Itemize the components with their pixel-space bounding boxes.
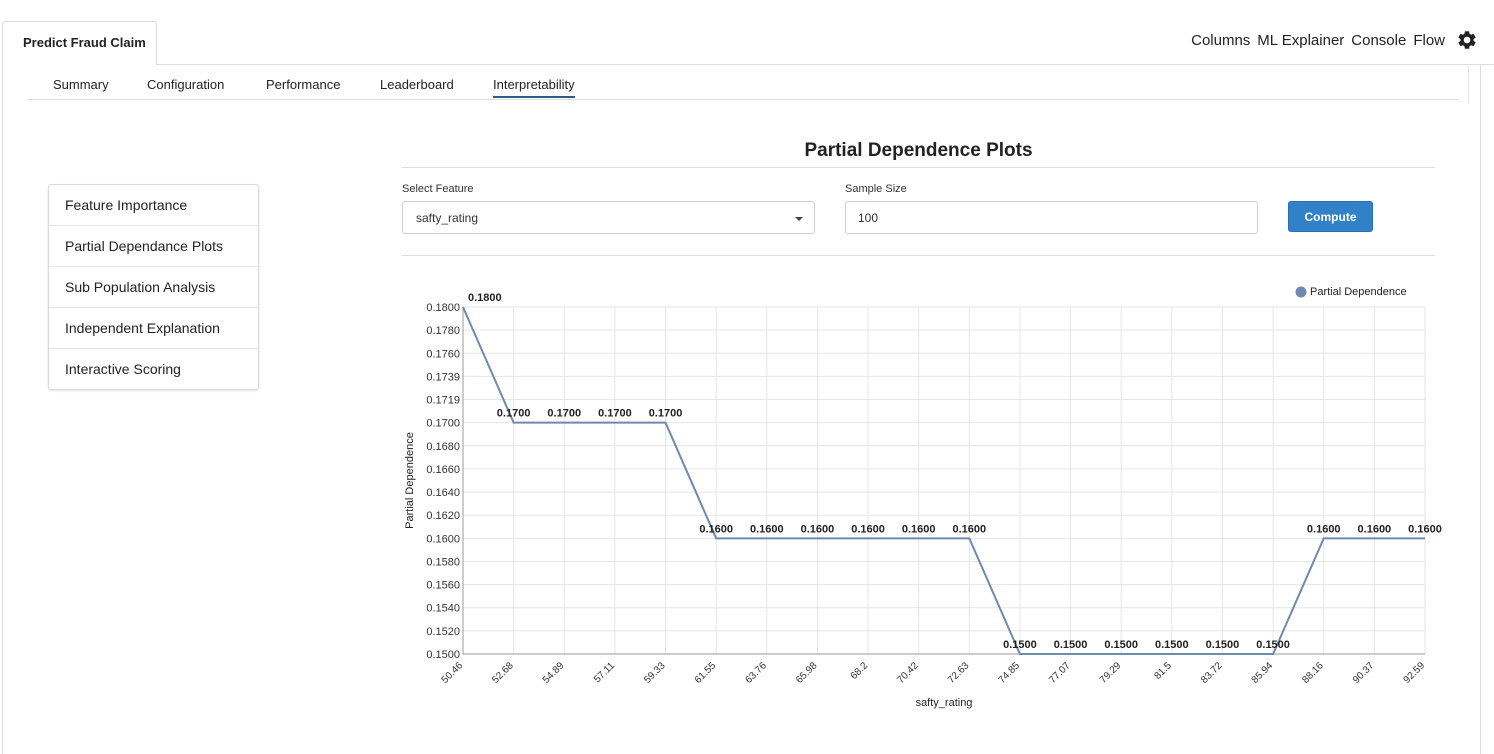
tab-interpretability[interactable]: Interpretability (493, 77, 575, 98)
feature-select-value: safty_rating (416, 211, 479, 225)
chevron-down-icon (795, 217, 803, 221)
x-tick-label: 77.07 (1047, 660, 1073, 686)
menu-item-interactive-scoring[interactable]: Interactive Scoring (65, 361, 181, 377)
sample-size-label: Sample Size (845, 183, 907, 195)
x-tick-label: 74.85 (997, 660, 1023, 686)
data-label: 0.1500 (1256, 639, 1290, 651)
series-line-partial-dependence (462, 306, 1425, 655)
y-tick-label: 0.1620 (426, 510, 460, 522)
data-label: 0.1500 (1206, 639, 1240, 651)
data-label: 0.1600 (851, 523, 885, 535)
x-tick-label: 68.2 (849, 660, 871, 682)
content-panel (2, 64, 1481, 754)
y-tick-label: 0.1640 (426, 487, 460, 499)
x-tick-label: 63.76 (743, 660, 769, 686)
x-tick-label: 57.11 (592, 660, 617, 685)
data-label: 0.1800 (468, 292, 502, 304)
scrollbar[interactable] (1468, 66, 1469, 104)
compute-button[interactable]: Compute (1288, 201, 1373, 232)
x-tick-label: 50.46 (440, 660, 466, 686)
tab-leaderboard[interactable]: Leaderboard (380, 77, 454, 92)
y-tick-label: 0.1520 (426, 626, 460, 638)
x-tick-label: 81.5 (1152, 660, 1174, 682)
x-tick-label: 65.98 (794, 660, 820, 686)
x-tick-label: 88.16 (1300, 660, 1326, 686)
x-axis-title: safty_rating (916, 697, 973, 709)
data-label: 0.1700 (547, 408, 581, 420)
data-label: 0.1600 (750, 523, 784, 535)
data-label: 0.1500 (1104, 639, 1138, 651)
console-link[interactable]: Console (1351, 31, 1407, 49)
tab-title: Predict Fraud Claim (23, 35, 146, 50)
y-axis-title: Partial Dependence (404, 432, 416, 529)
x-tick-label: 79.29 (1098, 660, 1124, 686)
x-tick-label: 90.37 (1351, 660, 1377, 686)
subtabs: Summary Configuration Performance Leader… (27, 66, 1458, 100)
interpretability-menu: Feature Importance Partial Dependance Pl… (48, 184, 259, 390)
menu-item-independent-explanation[interactable]: Independent Explanation (49, 308, 258, 349)
gear-icon[interactable] (1456, 29, 1478, 51)
x-tick-label: 54.89 (541, 660, 567, 686)
y-tick-label: 0.1680 (426, 441, 460, 453)
data-label: 0.1600 (1307, 523, 1341, 535)
y-tick-label: 0.1500 (426, 649, 460, 661)
menu-item-feature-importance[interactable]: Feature Importance (49, 185, 258, 226)
data-label: 0.1500 (1054, 639, 1088, 651)
tab-configuration[interactable]: Configuration (147, 77, 225, 92)
y-tick-label: 0.1540 (426, 603, 460, 615)
y-tick-label: 0.1580 (426, 556, 460, 568)
y-tick-label: 0.1600 (426, 533, 460, 545)
page-title: Partial Dependence Plots (804, 140, 1033, 161)
y-tick-label: 0.1560 (426, 580, 460, 592)
data-label: 0.1700 (649, 408, 683, 420)
data-label: 0.1500 (1155, 639, 1189, 651)
x-tick-label: 85.94 (1250, 660, 1276, 686)
data-label: 0.1600 (1408, 523, 1442, 535)
select-feature-label: Select Feature (402, 183, 474, 195)
top-nav: Columns ML Explainer Console Flow (1191, 26, 1478, 54)
legend-label: Partial Dependence (1310, 286, 1407, 298)
feature-select[interactable]: safty_rating (402, 201, 815, 234)
data-label: 0.1500 (1003, 639, 1037, 651)
y-tick-label: 0.1800 (426, 302, 460, 314)
tab-divider (157, 64, 1494, 65)
title-divider (402, 167, 1435, 168)
tab-predict-fraud-claim[interactable]: Predict Fraud Claim (2, 21, 157, 65)
sample-size-input[interactable] (845, 201, 1258, 234)
legend-marker (1295, 286, 1307, 298)
x-tick-label: 72.63 (946, 660, 972, 686)
tab-summary[interactable]: Summary (53, 77, 109, 92)
x-tick-label: 70.42 (895, 660, 921, 686)
x-tick-label: 59.33 (642, 660, 668, 686)
y-tick-label: 0.1739 (426, 371, 460, 383)
data-label: 0.1600 (1358, 523, 1392, 535)
data-label: 0.1600 (902, 523, 936, 535)
columns-link[interactable]: Columns (1191, 31, 1251, 49)
x-tick-label: 52.68 (490, 660, 516, 686)
x-tick-label: 92.59 (1402, 660, 1428, 686)
x-tick-label: 61.55 (693, 660, 719, 686)
data-label: 0.1600 (699, 523, 733, 535)
x-tick-label: 83.72 (1199, 660, 1225, 686)
y-tick-label: 0.1700 (426, 418, 460, 430)
data-label: 0.1700 (598, 408, 632, 420)
data-label: 0.1600 (952, 523, 986, 535)
tab-performance[interactable]: Performance (266, 77, 341, 92)
y-tick-label: 0.1780 (426, 325, 460, 337)
y-tick-label: 0.1660 (426, 464, 460, 476)
data-label: 0.1700 (497, 408, 531, 420)
ml-explainer-link[interactable]: ML Explainer (1257, 31, 1345, 49)
menu-item-partial-dependance-plots[interactable]: Partial Dependance Plots (49, 226, 258, 267)
y-tick-label: 0.1760 (426, 348, 460, 360)
y-tick-label: 0.1719 (426, 395, 460, 407)
data-label: 0.1600 (801, 523, 835, 535)
menu-item-sub-population-analysis[interactable]: Sub Population Analysis (49, 267, 258, 308)
controls-divider (402, 255, 1435, 256)
flow-link[interactable]: Flow (1413, 31, 1445, 49)
